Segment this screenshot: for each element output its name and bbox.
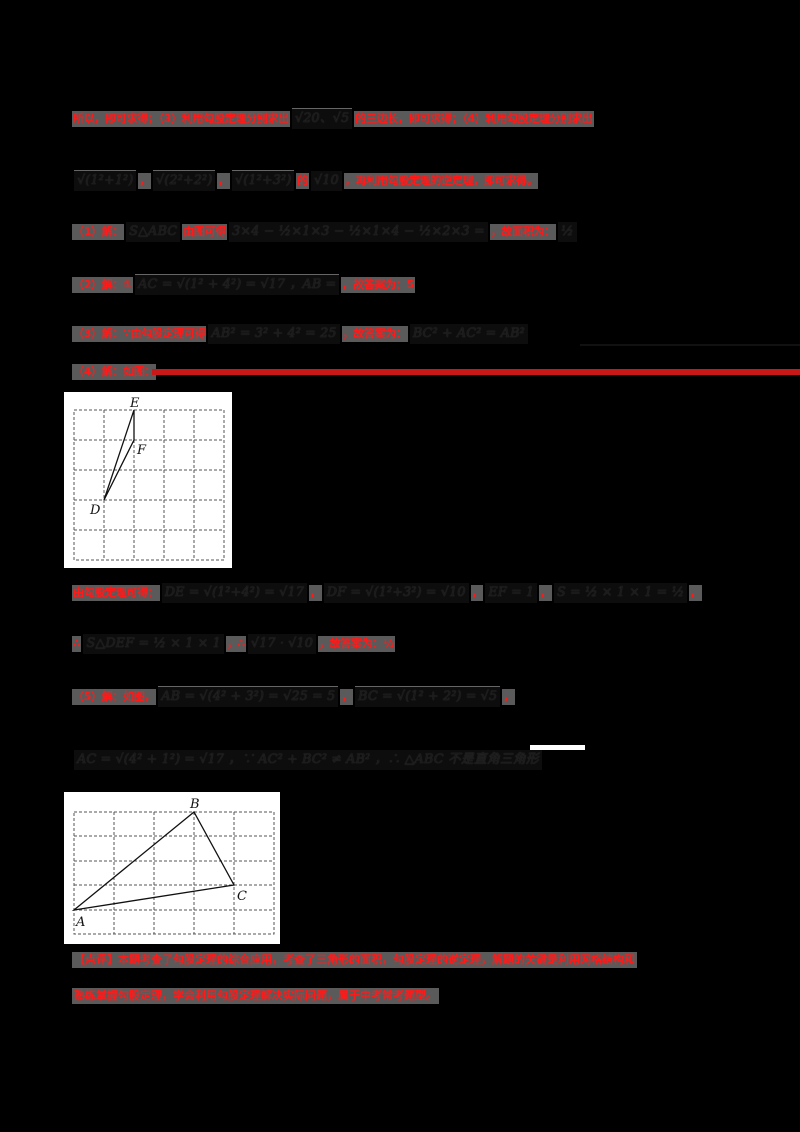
label-e: E [129,396,140,411]
figure-triangle-abc: B C A [64,792,280,944]
label-b: B [189,797,200,812]
answer-line-1: 所以，即可求得；（3）利用勾股定理分别求出 √20、√5 的三边长，即可求得；（… [72,108,594,129]
math-formula: √(2²+2²) [153,170,216,191]
text-segment: ，故答案为：5 [341,276,415,293]
red-rule [152,369,800,375]
label-d: D [89,503,101,518]
text-segment: ， [340,688,354,705]
comment-note-line-1: 【点评】本题考查了勾股定理的综合应用，考查了三角形的面积，勾股定理的逆定理，解题… [72,952,637,968]
math-formula: ½ [557,222,577,242]
math-formula: √(1²+1²) [74,170,137,191]
math-formula: S△DEF = ½ × 1 × 1 [83,634,224,654]
math-formula: √20、√5 [291,108,353,129]
divider [580,344,800,346]
text-segment: 由勾股定理可得： [72,585,160,601]
text-segment: ，故答案为： [341,326,408,342]
math-formula: AB² = 3² + 4² = 25 [208,324,340,344]
text-segment: ， [138,172,151,189]
highlight-bar [530,745,585,750]
text-segment: ∴ [72,636,82,652]
math-formula: 3×4 − ½×1×3 − ½×1×4 − ½×2×3 = [229,222,488,242]
text-segment: ，再利用勾股定理的逆定理，即可求得。 [343,172,539,189]
math-formula: √(1²+3²) [232,170,295,191]
text-segment: ，故答案为：½ [317,636,396,652]
text-segment: （3）解：∵由勾股定理可得 [72,326,207,342]
text-segment: （1）解： [72,224,125,240]
answer-line-2: √(1²+1²) ， √(2²+2²) ， √(1²+3²) 的 √10 ，再利… [72,170,539,191]
math-formula: DF = √(1²+3²) = √10 [323,583,469,603]
text-segment: ， [502,688,515,705]
text-segment: ， [308,585,322,601]
figure-triangle-def: E F D [64,392,232,568]
answer-line-10: AC = √(4² + 1²) = √17 ，∵ AC² + BC² ≠ AB²… [72,750,544,770]
text-segment: ，故面积为： [489,224,556,240]
math-formula: AB = √(4² + 3²) = √25 = 5 [158,686,339,707]
comment-note-line-2: 熟练掌握勾股定理，学会利用勾股定理解决实际问题，属于中考常考题型。 [72,988,439,1004]
math-formula: BC = √(1² + 2²) = √5 [355,686,501,707]
math-formula: √10 [311,170,342,191]
answer-line-8: ∴ S△DEF = ½ × 1 × 1 ，∴ √17 · √10 ，故答案为：½ [72,634,396,654]
text-segment: ， [217,172,230,189]
math-formula: EF = 1 [485,583,538,603]
math-formula: BC² + AC² = AB² [409,324,528,344]
text-segment: （2）解：① [72,276,134,293]
math-formula: √17 · √10 [247,634,316,654]
math-formula: AC = √(1² + 4²) = √17 ，AB = [135,274,340,295]
answer-line-4: （2）解：① AC = √(1² + 4²) = √17 ，AB = ，故答案为… [72,274,415,295]
text-segment: ，∴ [225,636,246,652]
text-segment: 所以，即可求得；（3）利用勾股定理分别求出 [72,110,290,127]
text-segment: 的三边长，即可求得；（4）利用勾股定理分别求出 [354,110,594,127]
math-formula: DE = √(1²+4²) = √17 [161,583,307,603]
answer-line-6: （4）解：如图： [72,364,157,380]
text-segment: （4）解：如图： [72,364,157,380]
text-segment: （5）解：如图， [72,688,157,705]
answer-line-5: （3）解：∵由勾股定理可得 AB² = 3² + 4² = 25 ，故答案为： … [72,324,530,344]
text-segment: ， [539,585,552,601]
math-formula: AC = √(4² + 1²) = √17 ，∵ AC² + BC² ≠ AB²… [74,750,542,770]
text-segment: ， [689,585,702,601]
label-f: F [136,443,147,458]
math-formula: S△ABC [126,222,181,242]
text-segment: 的 [296,172,309,189]
math-formula: S = ½ × 1 × 1 = ½ [553,583,688,603]
text-segment: ， [470,585,484,601]
label-c: C [237,889,247,904]
text-segment: 由图可得 [182,224,228,240]
answer-line-9: （5）解：如图， AB = √(4² + 3²) = √25 = 5 ， BC … [72,686,515,707]
answer-line-7: 由勾股定理可得： DE = √(1²+4²) = √17 ， DF = √(1²… [72,583,702,603]
answer-line-3: （1）解： S△ABC 由图可得 3×4 − ½×1×3 − ½×1×4 − ½… [72,222,579,242]
label-a: A [75,915,85,930]
